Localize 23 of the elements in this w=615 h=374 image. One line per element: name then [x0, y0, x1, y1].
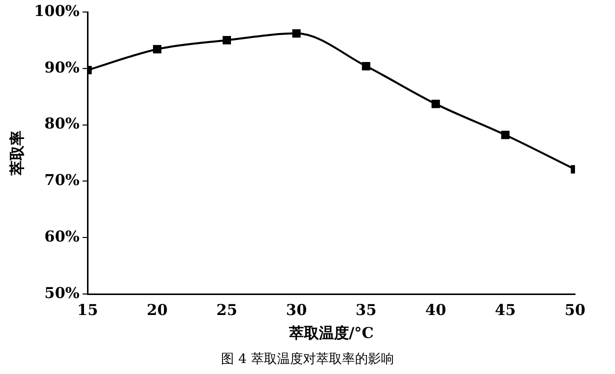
- point: [501, 130, 510, 140]
- x-tick-label: 25: [216, 300, 238, 319]
- point: [432, 100, 440, 108]
- point: [362, 62, 370, 70]
- y-tick-label: 90%: [44, 58, 80, 76]
- y-tick-label: 100%: [34, 2, 80, 20]
- x-tick-label: 15: [77, 300, 98, 319]
- x-axis-title: 萃取温度/°C: [288, 324, 374, 342]
- x-tick-label: 30: [286, 300, 307, 319]
- x-tick-label: 50: [564, 300, 586, 319]
- y-axis-title: 萃取率: [8, 130, 26, 176]
- point: [222, 36, 232, 44]
- x-tick-label: 35: [356, 300, 377, 319]
- x-tick-label: 20: [146, 300, 168, 319]
- y-tick-label: 60%: [44, 227, 80, 246]
- point: [153, 45, 162, 54]
- x-tick-label: 45: [494, 300, 516, 319]
- caption: 图 4 萃取温度对萃取率的影响: [220, 351, 395, 368]
- y-tick-label: 80%: [44, 114, 80, 133]
- y-tick-label: 70%: [44, 171, 80, 190]
- y-tick-label: 50%: [44, 284, 80, 302]
- point: [292, 29, 301, 38]
- x-tick-label: 40: [425, 300, 446, 319]
